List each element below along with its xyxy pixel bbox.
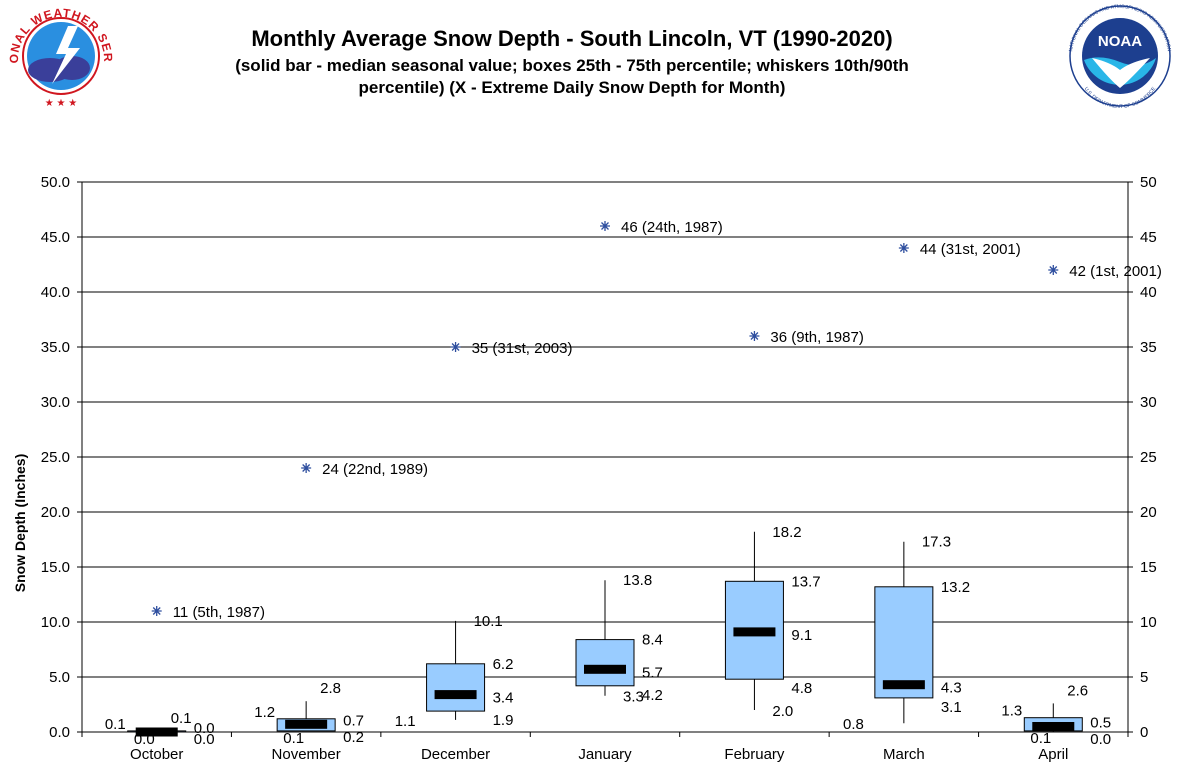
p75-label: 1.3 [1001,703,1022,720]
p10-label: 0.8 [843,716,864,733]
y-tick-label-left: 45.0 [41,229,70,246]
y-tick-label-right: 10 [1140,614,1157,631]
x-tick-label: February [724,746,785,763]
median-bar [434,690,477,700]
extreme-marker [301,463,312,473]
y-tick-label-right: 50 [1140,174,1157,191]
p25-label: 3.1 [941,699,962,716]
y-tick-label-right: 45 [1140,229,1157,246]
svg-text:NOAA: NOAA [1098,33,1142,50]
median-bar [135,727,178,737]
p10-label: 2.0 [772,703,793,720]
p10-label: 0.0 [194,731,215,748]
x-tick-label: October [130,746,183,763]
p75-label: 6.2 [493,656,514,673]
y-tick-label-left: 5.0 [49,669,70,686]
extreme-marker [600,221,610,231]
y-tick-label-left: 15.0 [41,559,70,576]
p10-label: 0.2 [343,729,364,746]
median-bar [1032,722,1075,731]
y-tick-label-right: 40 [1140,284,1157,301]
median-bar [285,719,328,729]
p10-label: 3.3 [623,689,644,706]
p10-label: 0.0 [1090,731,1111,748]
p90-label: 17.3 [922,534,951,551]
median-bar [584,664,626,674]
x-tick-label: December [421,746,490,763]
y-tick-label-left: 35.0 [41,339,70,356]
x-tick-label: November [272,746,341,763]
median-label: 0.7 [343,712,364,729]
y-tick-label-left: 40.0 [41,284,70,301]
median-label: 4.3 [941,680,962,697]
extreme-label: 11 (5th, 1987) [173,604,265,621]
y-tick-label-right: 35 [1140,339,1157,356]
p25-label: 4.2 [642,687,663,704]
y-tick-label-right: 25 [1140,449,1157,466]
y-tick-label-left: 0.0 [49,724,70,741]
median-label: 0.5 [1090,715,1111,732]
extreme-label: 36 (9th, 1987) [770,329,863,346]
y-tick-label-right: 30 [1140,394,1157,411]
median-bar [882,680,925,690]
extreme-marker [898,243,909,253]
y-tick-label-left: 10.0 [41,614,70,631]
p25-label: 0.1 [1030,730,1051,747]
p90-label: 13.8 [623,572,652,589]
extreme-label: 44 (31st, 2001) [920,241,1021,258]
p90-label: 2.6 [1067,682,1088,699]
chart-subtitle-line-2: percentile) (X - Extreme Daily Snow Dept… [359,78,786,97]
p75-label: 1.2 [254,704,275,721]
median-bar [733,627,776,637]
chart-title: Monthly Average Snow Depth - South Linco… [251,26,892,51]
y-tick-label-right: 0 [1140,724,1148,741]
extreme-label: 24 (22nd, 1989) [322,461,428,478]
y-axis-label: Snow Depth (Inches) [12,454,28,592]
nws-logo-icon: NATIONAL WEATHER SERVICE ★ ★ ★ [0,0,114,109]
median-label: 5.7 [642,664,663,681]
extreme-label: 46 (24th, 1987) [621,219,723,236]
x-tick-label: January [578,746,632,763]
y-tick-label-left: 50.0 [41,174,70,191]
x-tick-label: April [1038,746,1068,763]
plot-area: 0.0 0 5.0 5 10.0 10 15.0 15 20.0 20 25.0 25 30.0 30 35… [41,174,1162,763]
extreme-marker [450,342,461,352]
p90-label: 0.1 [171,710,192,727]
x-tick-label: March [883,746,925,763]
median-label: 0.0 [194,720,215,737]
svg-text:★ ★ ★: ★ ★ ★ [45,98,77,109]
p25-label: 0.0 [134,731,155,748]
chart-subtitle-line-1: (solid bar - median seasonal value; boxe… [235,56,909,75]
p90-label: 18.2 [772,524,801,541]
y-tick-label-right: 15 [1140,559,1157,576]
box [575,639,635,687]
median-label: 3.4 [493,690,514,707]
extreme-label: 42 (1st, 2001) [1069,263,1162,280]
p10-label: 1.1 [395,713,416,730]
y-tick-label-right: 20 [1140,504,1157,521]
p25-label: 0.1 [283,730,304,747]
box [426,663,486,712]
p75-label: 8.4 [642,632,663,649]
p90-label: 10.1 [474,613,503,630]
p75-label: 0.1 [105,716,126,733]
extreme-marker [151,606,162,616]
y-tick-label-right: 5 [1140,669,1148,686]
extreme-marker [749,331,760,341]
p25-label: 4.8 [791,680,812,697]
y-tick-label-left: 25.0 [41,449,70,466]
median-label: 9.1 [791,627,812,644]
p90-label: 2.8 [320,680,341,697]
p75-label: 13.2 [941,579,970,596]
extreme-marker [1048,265,1059,275]
y-tick-label-left: 20.0 [41,504,70,521]
noaa-logo-icon: NOAA NATIONAL OCEANIC AND ATMOSPHERIC AD… [1068,4,1172,110]
y-tick-label-left: 30.0 [41,394,70,411]
p75-label: 13.7 [791,573,820,590]
p25-label: 1.9 [493,712,514,729]
extreme-label: 35 (31st, 2003) [472,340,573,357]
box [874,586,934,699]
